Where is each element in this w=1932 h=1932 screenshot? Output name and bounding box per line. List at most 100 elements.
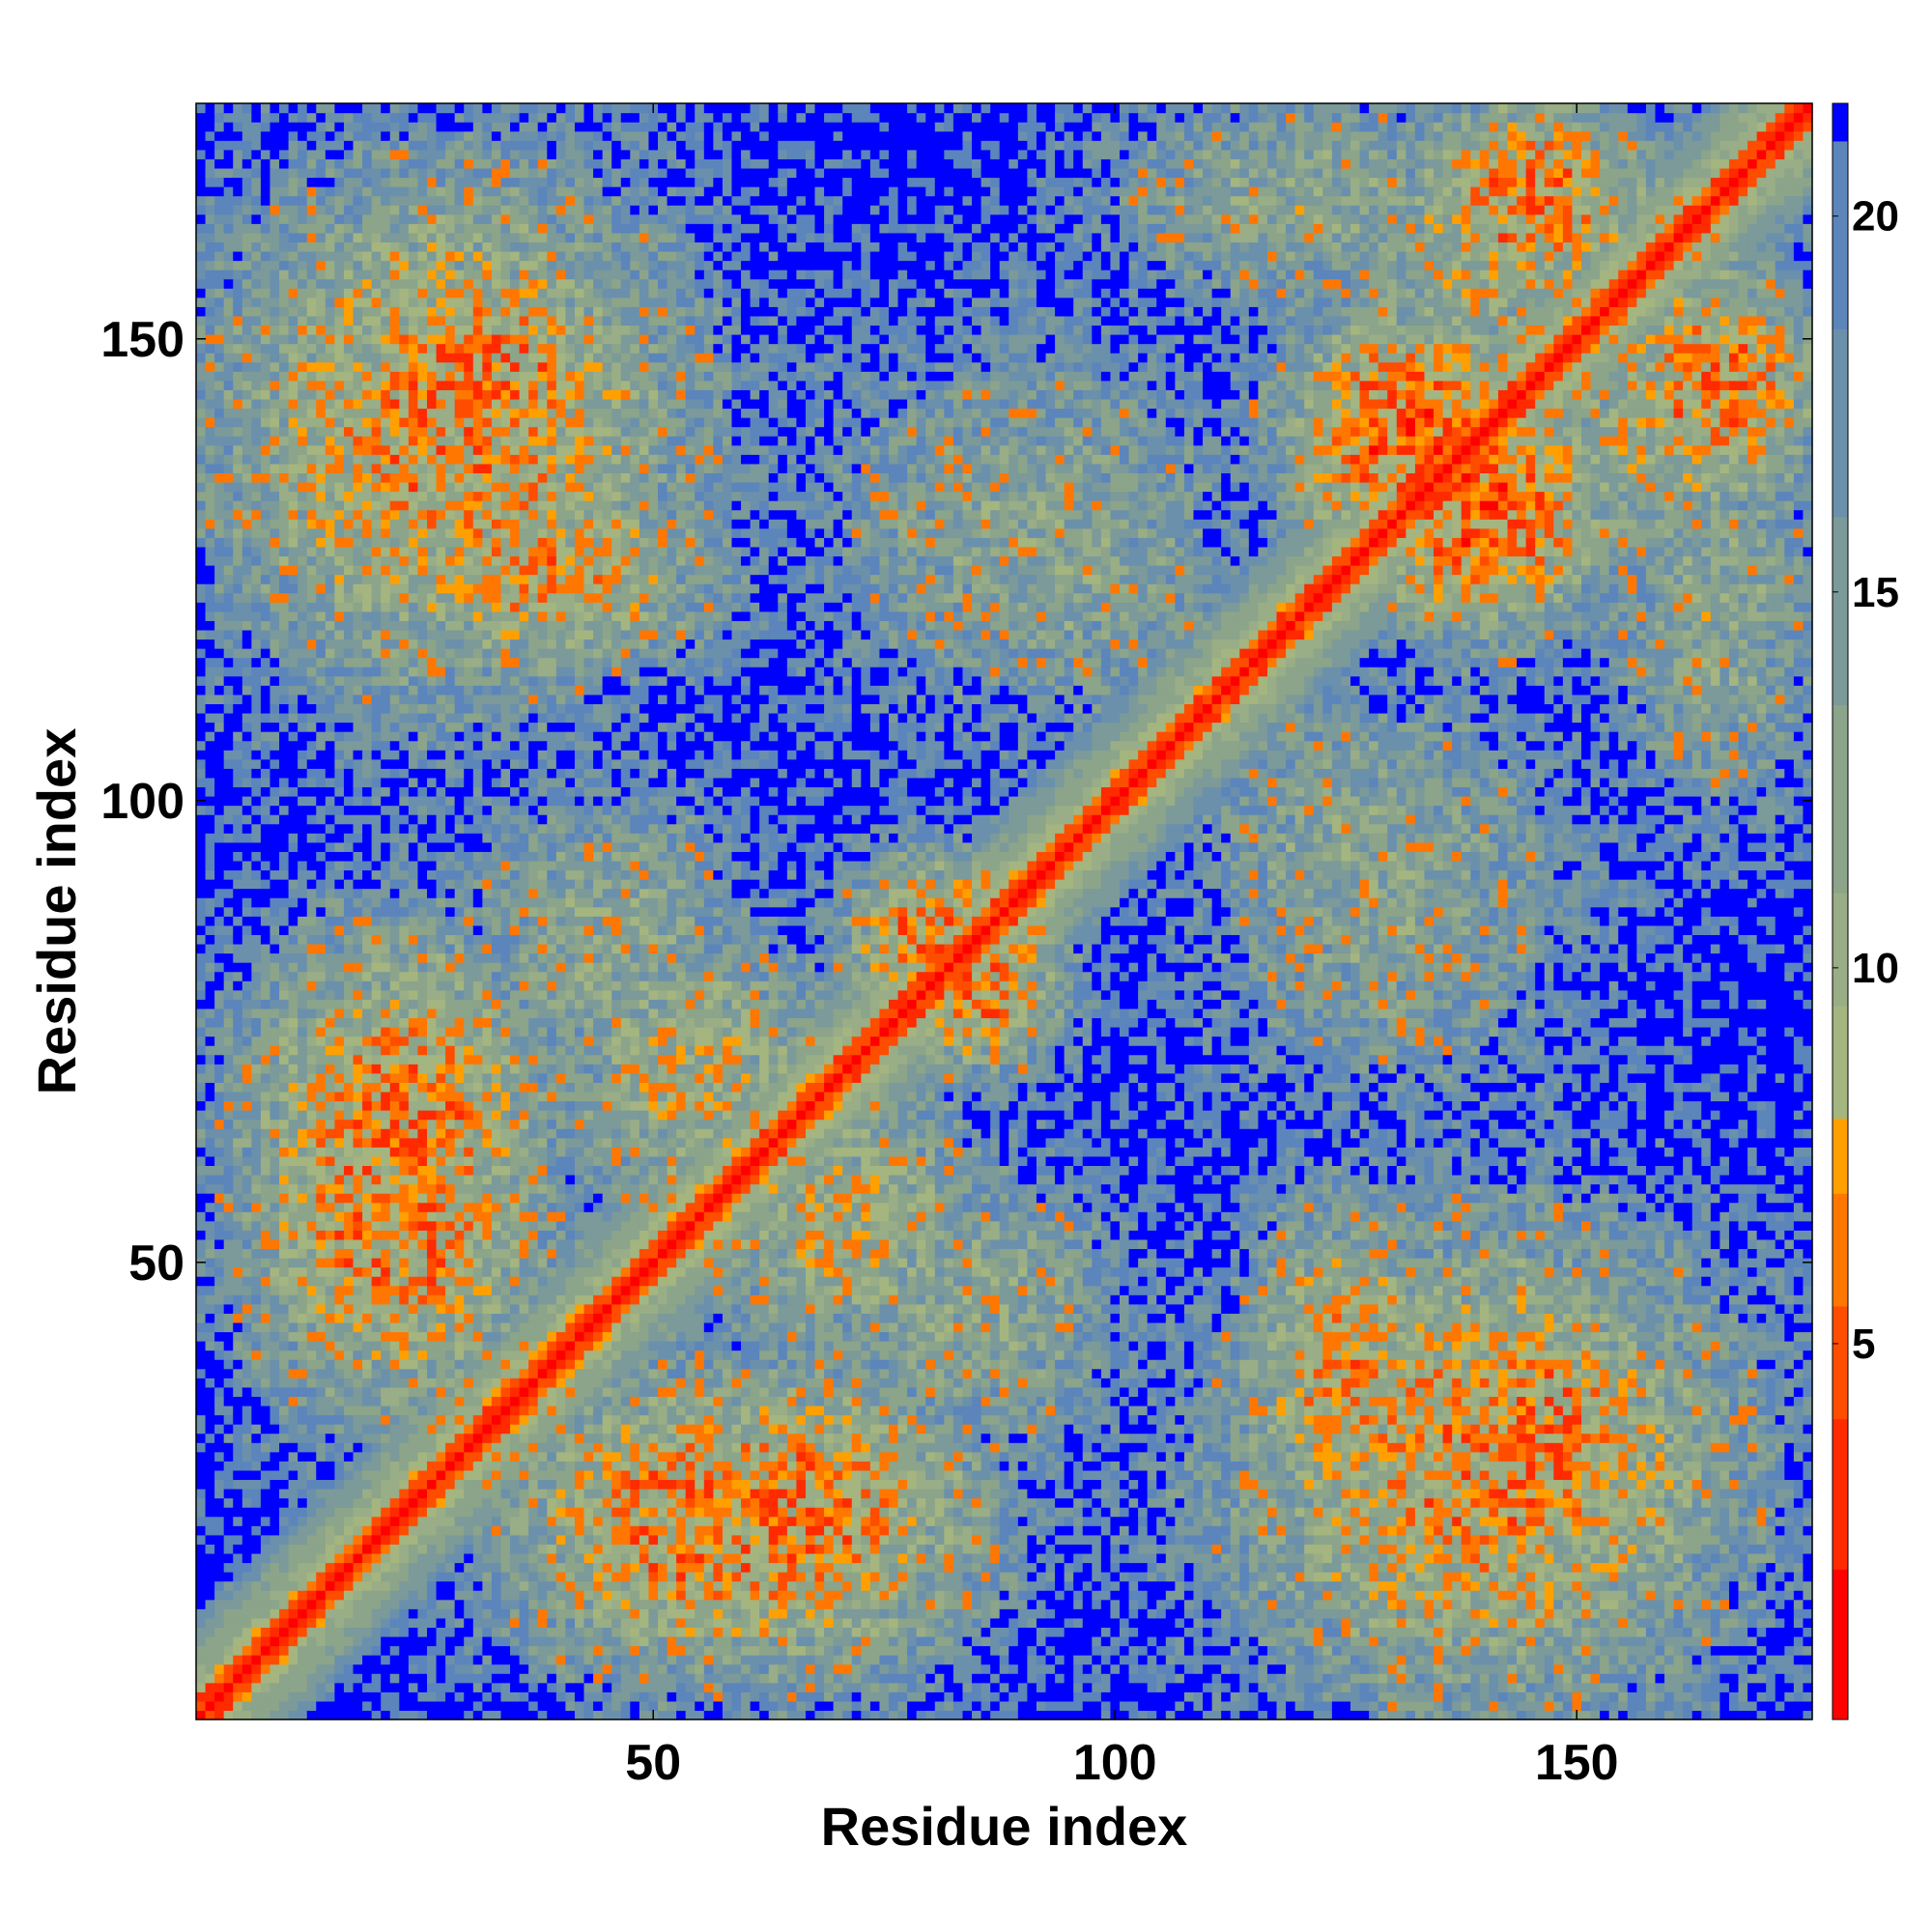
heatmap-cell [251, 260, 262, 270]
heatmap-cell [242, 481, 252, 493]
heatmap-cell [223, 1552, 234, 1564]
heatmap-cell [427, 1691, 438, 1702]
heatmap-cell [316, 463, 327, 473]
heatmap-cell [381, 1072, 391, 1083]
heatmap-cell [399, 924, 410, 935]
heatmap-cell [371, 869, 382, 880]
heatmap-cell [408, 906, 419, 917]
heatmap-cell [233, 1442, 243, 1453]
heatmap-cell [288, 1627, 298, 1637]
heatmap-cell [223, 270, 234, 280]
heatmap-cell [436, 731, 446, 742]
heatmap-cell [399, 1627, 410, 1637]
heatmap-cell [436, 436, 446, 446]
heatmap-cell [279, 1552, 290, 1564]
heatmap-cell [223, 648, 234, 659]
heatmap-cell [399, 592, 410, 603]
heatmap-cell [389, 1627, 400, 1637]
heatmap-cell [436, 1580, 446, 1591]
heatmap-cell [353, 1008, 363, 1019]
heatmap-cell [399, 667, 410, 677]
heatmap-cell [205, 1580, 215, 1591]
heatmap-cell [260, 371, 271, 382]
heatmap-cell [381, 989, 391, 1000]
heatmap-cell [288, 325, 298, 335]
heatmap-cell [417, 1174, 428, 1185]
heatmap-cell [371, 1165, 382, 1176]
heatmap-cell [251, 389, 262, 400]
heatmap-cell [334, 1008, 345, 1019]
heatmap-cell [389, 1054, 400, 1065]
heatmap-cell [445, 555, 456, 566]
heatmap-cell [196, 1599, 207, 1609]
heatmap-cell [408, 186, 419, 197]
heatmap-cell [353, 436, 363, 446]
heatmap-cell [288, 1700, 298, 1712]
heatmap-cell [251, 408, 262, 418]
heatmap-cell [270, 232, 280, 242]
heatmap-cell [260, 1663, 271, 1674]
heatmap-cell [279, 1433, 290, 1443]
heatmap-cell [445, 1072, 456, 1083]
heatmap-cell [288, 1673, 298, 1684]
heatmap-cell [408, 426, 419, 437]
heatmap-cell [381, 740, 391, 751]
heatmap-cell [343, 952, 355, 963]
heatmap-cell [371, 916, 382, 926]
heatmap-cell [251, 1064, 262, 1074]
heatmap-cell [381, 565, 391, 576]
heatmap-cell [251, 1082, 262, 1093]
heatmap-cell [316, 555, 327, 566]
heatmap-cell [454, 943, 465, 954]
heatmap-cell [214, 1110, 225, 1121]
heatmap-cell [408, 1045, 419, 1056]
heatmap-cell [343, 158, 355, 169]
heatmap-cell [270, 805, 280, 815]
heatmap-cell [445, 667, 456, 677]
heatmap-cell [260, 1266, 271, 1277]
heatmap-cell [223, 1516, 234, 1526]
heatmap-cell [362, 454, 373, 465]
heatmap-cell [325, 962, 335, 973]
heatmap-cell [399, 242, 410, 252]
heatmap-cell [389, 1017, 400, 1028]
heatmap-cell [306, 916, 317, 926]
heatmap-cell [233, 833, 243, 843]
heatmap-cell [417, 353, 428, 363]
heatmap-cell [325, 537, 335, 548]
heatmap-cell [427, 546, 438, 557]
heatmap-cell [279, 1580, 290, 1591]
heatmap-cell [334, 177, 345, 187]
heatmap-cell [242, 1544, 252, 1554]
heatmap-cell [205, 611, 215, 621]
heatmap-cell [334, 158, 345, 169]
heatmap-cell [270, 952, 280, 963]
heatmap-cell [334, 1507, 345, 1518]
heatmap-cell [316, 436, 327, 446]
heatmap-cell [362, 1572, 373, 1582]
heatmap-cell [454, 1331, 465, 1342]
heatmap-cell [288, 924, 298, 935]
heatmap-cell [288, 1248, 298, 1259]
heatmap-cell [325, 1017, 335, 1028]
heatmap-cell [381, 1359, 391, 1370]
heatmap-cell [298, 1433, 308, 1443]
heatmap-cell [196, 952, 207, 963]
heatmap-cell [399, 1368, 410, 1378]
heatmap-cell [223, 712, 234, 724]
heatmap-cell [214, 833, 225, 843]
heatmap-cell [427, 223, 438, 234]
heatmap-cell [306, 777, 317, 788]
heatmap-cell [223, 796, 234, 807]
heatmap-cell [334, 1663, 345, 1674]
heatmap-cell [316, 444, 327, 455]
heatmap-cell [279, 1599, 290, 1609]
heatmap-cell [325, 103, 335, 114]
heatmap-cell [381, 1645, 391, 1656]
heatmap-cell [362, 1655, 373, 1665]
heatmap-cell [214, 712, 225, 724]
heatmap-cell [242, 703, 252, 714]
heatmap-cell [408, 500, 419, 511]
heatmap-cell [325, 426, 335, 437]
heatmap-cell [408, 897, 419, 908]
